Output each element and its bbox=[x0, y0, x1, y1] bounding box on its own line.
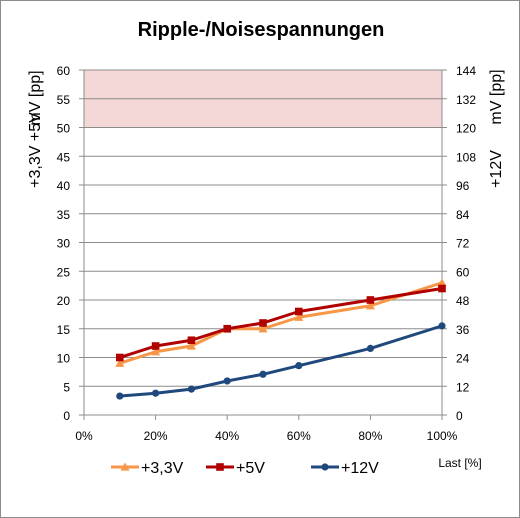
y-left-tick-label: 20 bbox=[57, 294, 71, 308]
y-left-tick-label: 45 bbox=[57, 150, 71, 164]
data-point-12v bbox=[152, 389, 160, 397]
y-right-unit-label: mV [pp] bbox=[488, 69, 505, 124]
legend-marker-12v bbox=[321, 463, 329, 471]
chart-title: Ripple-/Noisespannungen bbox=[138, 19, 385, 41]
x-axis-label: Last [%] bbox=[438, 456, 481, 470]
data-point-3-3v bbox=[115, 358, 125, 367]
y-right-tick-label: 132 bbox=[456, 93, 476, 107]
y-right-tick-label: 12 bbox=[456, 380, 470, 394]
y-right-tick-label: 48 bbox=[456, 294, 470, 308]
legend-marker-5v bbox=[216, 463, 224, 471]
x-tick-label: 100% bbox=[427, 429, 458, 443]
x-tick-label: 80% bbox=[358, 429, 382, 443]
y-left-tick-label: 30 bbox=[57, 237, 71, 251]
data-point-12v bbox=[295, 362, 303, 370]
data-point-3-3v bbox=[437, 278, 447, 287]
y-left-tick-label: 40 bbox=[57, 179, 71, 193]
y-left-tick-label: 50 bbox=[57, 122, 71, 136]
y-right-tick-label: 84 bbox=[456, 208, 470, 222]
data-point-12v bbox=[438, 322, 446, 330]
tick-layer: 0 5 10 15 20 25 30 35 40 45 50 55 60 0 12 24 36 48 60 72 84 9… bbox=[57, 64, 477, 443]
data-point-12v bbox=[116, 392, 124, 400]
data-point-3-3v bbox=[258, 324, 268, 333]
y-right-tick-label: 108 bbox=[456, 150, 476, 164]
y-left-tick-label: 25 bbox=[57, 265, 71, 279]
y-left-tick-label: 10 bbox=[57, 352, 71, 366]
data-point-12v bbox=[366, 344, 374, 352]
y-left-tick-label: 15 bbox=[57, 323, 71, 337]
data-point-3-3v bbox=[294, 312, 304, 321]
y-right-tick-label: 120 bbox=[456, 122, 476, 136]
data-point-5v bbox=[116, 353, 124, 362]
y-right-tick-label: 24 bbox=[456, 352, 470, 366]
legend: +3,3V +5V +12V bbox=[111, 460, 379, 477]
x-tick-label: 0% bbox=[75, 429, 93, 443]
x-tick-label: 40% bbox=[215, 429, 239, 443]
y-left-tick-label: 5 bbox=[63, 380, 70, 394]
legend-label-3-3v: +3,3V bbox=[141, 460, 184, 477]
data-point-3-3v bbox=[365, 301, 375, 310]
data-point-5v bbox=[295, 307, 303, 316]
data-point-12v bbox=[259, 370, 267, 378]
y-right-tick-label: 144 bbox=[456, 64, 476, 78]
legend-label-5v: +5V bbox=[236, 460, 265, 477]
y-left-unit-label: mV [pp] bbox=[27, 70, 44, 125]
data-point-5v bbox=[259, 319, 267, 327]
data-point-5v bbox=[151, 342, 160, 350]
data-point-3-3v bbox=[186, 341, 196, 350]
data-point-5v bbox=[223, 324, 231, 333]
y-right-tick-label: 36 bbox=[456, 323, 470, 337]
data-point-12v bbox=[223, 377, 231, 385]
y-right-tick-label: 72 bbox=[456, 237, 470, 251]
data-point-5v bbox=[438, 284, 446, 293]
series-line-12v bbox=[119, 324, 443, 398]
y-right-tick-label: 96 bbox=[456, 179, 470, 193]
series-line-5v bbox=[119, 287, 443, 359]
y-right-tick-label: 0 bbox=[456, 409, 463, 423]
x-tick-label: 60% bbox=[287, 429, 311, 443]
y-left-tick-label: 55 bbox=[57, 93, 71, 107]
x-tick-label: 20% bbox=[144, 429, 168, 443]
y-right-tick-label: 60 bbox=[456, 265, 470, 279]
y-right-series-label: +12V bbox=[488, 150, 505, 188]
series-line-3-3v bbox=[119, 281, 443, 365]
y-left-tick-label: 35 bbox=[57, 208, 71, 222]
data-point-12v bbox=[187, 385, 195, 393]
data-point-5v bbox=[187, 336, 196, 345]
data-point-3-3v bbox=[151, 347, 161, 356]
series-layer bbox=[115, 278, 447, 400]
legend-marker-3-3v bbox=[120, 462, 130, 471]
legend-label-12v: +12V bbox=[341, 460, 379, 477]
data-point-5v bbox=[366, 296, 375, 304]
y-left-series-label: +3,3V +5V bbox=[27, 112, 44, 188]
y-left-tick-label: 0 bbox=[63, 409, 70, 423]
y-left-tick-label: 60 bbox=[57, 64, 71, 78]
